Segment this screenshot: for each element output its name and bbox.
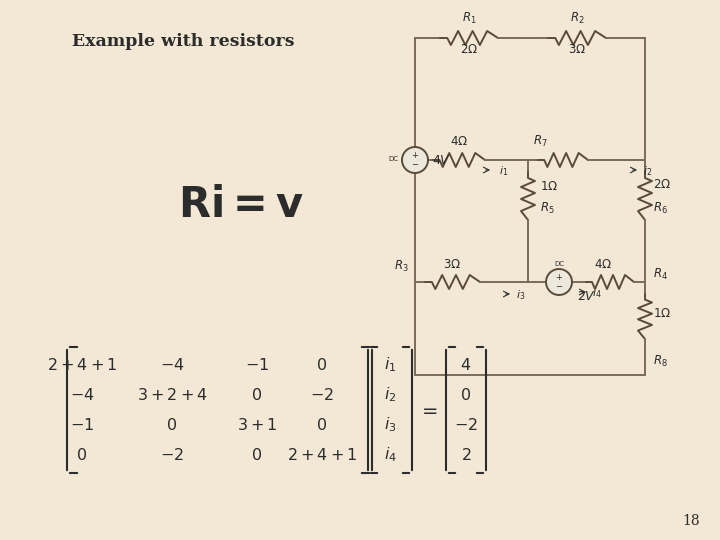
- Circle shape: [402, 147, 428, 173]
- Text: $R_6$: $R_6$: [653, 201, 668, 216]
- Text: Example with resistors: Example with resistors: [72, 33, 294, 51]
- Text: $R_5$: $R_5$: [540, 201, 554, 216]
- Text: $3\Omega$: $3\Omega$: [568, 43, 586, 56]
- Text: $i_3$: $i_3$: [516, 288, 526, 302]
- Text: $-1$: $-1$: [70, 416, 94, 434]
- Text: $-1$: $-1$: [245, 356, 269, 374]
- Text: $i_1$: $i_1$: [499, 164, 508, 178]
- Text: $0$: $0$: [461, 387, 472, 403]
- Text: $2+4+1$: $2+4+1$: [47, 356, 117, 374]
- Text: −: −: [556, 282, 562, 292]
- Text: $3+1$: $3+1$: [237, 416, 277, 434]
- Text: $2V$: $2V$: [577, 289, 596, 302]
- Text: $2\Omega$: $2\Omega$: [460, 43, 478, 56]
- Text: $R_7$: $R_7$: [533, 134, 548, 149]
- Circle shape: [546, 269, 572, 295]
- Text: $i_2$: $i_2$: [643, 164, 652, 178]
- Text: DC: DC: [554, 261, 564, 267]
- Text: $R_2$: $R_2$: [570, 11, 585, 26]
- Text: $0$: $0$: [317, 356, 328, 374]
- Text: $4\Omega$: $4\Omega$: [594, 258, 612, 271]
- Text: $1\Omega$: $1\Omega$: [653, 307, 671, 320]
- Text: $2+4+1$: $2+4+1$: [287, 447, 357, 463]
- Text: +: +: [556, 273, 562, 282]
- Text: $R_1$: $R_1$: [462, 11, 477, 26]
- Text: $-2$: $-2$: [454, 416, 478, 434]
- Text: $i_4$: $i_4$: [592, 286, 602, 300]
- Text: $R_8$: $R_8$: [653, 354, 667, 369]
- Text: $0$: $0$: [251, 447, 263, 463]
- Text: $=$: $=$: [418, 401, 438, 419]
- Text: $R_4$: $R_4$: [653, 267, 668, 282]
- Text: $0$: $0$: [317, 416, 328, 434]
- Text: $i_4$: $i_4$: [384, 446, 397, 464]
- Text: $2$: $2$: [461, 447, 472, 463]
- Text: $2\Omega$: $2\Omega$: [653, 178, 671, 191]
- Text: $3\Omega$: $3\Omega$: [443, 258, 461, 271]
- Text: $i_1$: $i_1$: [384, 356, 396, 374]
- Text: $0$: $0$: [251, 387, 263, 403]
- Text: $-4$: $-4$: [160, 356, 184, 374]
- Text: $i_2$: $i_2$: [384, 386, 396, 404]
- Text: $3+2+4$: $3+2+4$: [137, 387, 207, 403]
- Text: 18: 18: [683, 514, 700, 528]
- Text: −: −: [412, 160, 418, 170]
- Text: $R_3$: $R_3$: [394, 259, 408, 274]
- Text: $\mathbf{Ri = v}$: $\mathbf{Ri = v}$: [178, 184, 304, 226]
- Text: $0$: $0$: [166, 416, 178, 434]
- Text: $0$: $0$: [76, 447, 88, 463]
- Text: $-2$: $-2$: [160, 447, 184, 463]
- Text: $4\Omega$: $4\Omega$: [450, 135, 468, 148]
- Text: DC: DC: [388, 156, 398, 162]
- Text: $1\Omega$: $1\Omega$: [540, 180, 558, 193]
- Text: $-2$: $-2$: [310, 387, 334, 403]
- Text: $4$: $4$: [460, 356, 472, 374]
- Text: $-4$: $-4$: [70, 387, 94, 403]
- Text: $i_3$: $i_3$: [384, 416, 396, 434]
- Text: +: +: [412, 152, 418, 160]
- Text: $4V$: $4V$: [432, 153, 451, 166]
